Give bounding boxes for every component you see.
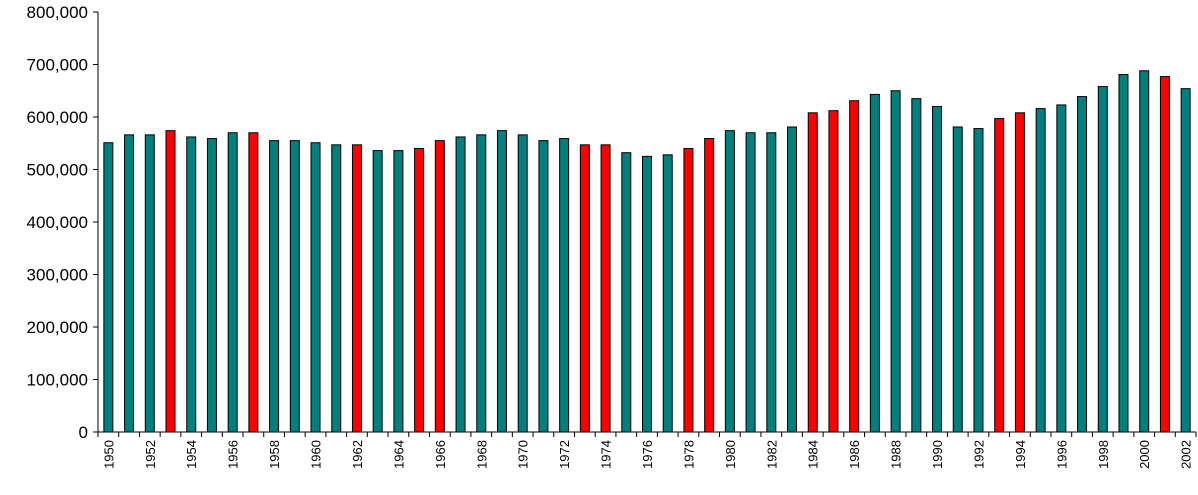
bar-1974 bbox=[600, 144, 611, 433]
x-tick-label: 1974 bbox=[599, 440, 614, 469]
x-tick-label: 1964 bbox=[391, 440, 406, 469]
bar-1979 bbox=[704, 138, 715, 433]
y-tick-label: 300,000 bbox=[27, 266, 88, 285]
bar-1977 bbox=[662, 154, 673, 433]
bar-1993 bbox=[994, 118, 1005, 433]
bar-2001 bbox=[1159, 76, 1170, 433]
bar-1960 bbox=[310, 142, 321, 433]
y-tick-label: 100,000 bbox=[27, 371, 88, 390]
bar-1985 bbox=[828, 110, 839, 433]
bar-1959 bbox=[289, 140, 300, 433]
x-tick-label: 1982 bbox=[764, 440, 779, 469]
bar-1991 bbox=[952, 126, 963, 433]
bar-1984 bbox=[807, 112, 818, 433]
bar-1970 bbox=[517, 134, 528, 433]
bar-1968 bbox=[476, 134, 487, 433]
bar-1964 bbox=[393, 150, 404, 433]
bar-1975 bbox=[621, 152, 632, 433]
bar-1976 bbox=[642, 155, 652, 433]
x-tick-label: 1956 bbox=[226, 440, 241, 469]
x-axis: 1950 1952 1954 1956 1958 1960 1962 1964 1966 1968… bbox=[97, 431, 1197, 469]
bar-1951 bbox=[124, 134, 135, 433]
bar-1958 bbox=[269, 140, 280, 433]
bar-1956 bbox=[227, 132, 238, 433]
bar-1965 bbox=[414, 148, 425, 433]
x-tick-label: 1992 bbox=[971, 440, 986, 469]
x-tick-label: 2002 bbox=[1179, 440, 1194, 469]
x-tick-label: 1994 bbox=[1013, 440, 1028, 469]
x-tick-label: 1978 bbox=[681, 440, 696, 469]
bar-1950 bbox=[103, 142, 114, 433]
bars bbox=[103, 70, 1191, 433]
bar-1963 bbox=[372, 150, 383, 433]
x-tick-label: 1968 bbox=[474, 440, 489, 469]
bar-1988 bbox=[890, 90, 901, 433]
y-tick-label: 400,000 bbox=[27, 213, 88, 232]
bar-1992 bbox=[973, 128, 984, 433]
x-tick-label: 1988 bbox=[889, 440, 904, 469]
bar-1997 bbox=[1077, 96, 1088, 433]
bar-1953 bbox=[165, 130, 176, 433]
bar-1990 bbox=[932, 106, 943, 433]
x-tick-label: 1976 bbox=[640, 440, 655, 469]
x-tick-label: 1980 bbox=[723, 440, 738, 469]
bar-1995 bbox=[1035, 108, 1046, 433]
bar-1954 bbox=[186, 136, 197, 433]
bar-1994 bbox=[1014, 112, 1025, 433]
bar-1955 bbox=[206, 138, 217, 433]
x-tick-label: 1986 bbox=[847, 440, 862, 469]
bar-1973 bbox=[579, 144, 590, 433]
x-tick-label: 1958 bbox=[267, 440, 282, 469]
y-tick-label: 800,000 bbox=[27, 3, 88, 22]
bar-2002 bbox=[1180, 88, 1191, 433]
bar-1971 bbox=[538, 140, 549, 433]
bar-1996 bbox=[1056, 104, 1067, 433]
x-tick-label: 1970 bbox=[516, 440, 531, 469]
bar-1967 bbox=[455, 136, 466, 433]
bar-1980 bbox=[724, 130, 735, 433]
y-tick-label: 600,000 bbox=[27, 108, 88, 127]
bar-1966 bbox=[434, 140, 445, 433]
bar-1972 bbox=[559, 138, 570, 433]
bar-1952 bbox=[144, 134, 155, 433]
x-tick-label: 1954 bbox=[184, 440, 199, 469]
bar-1998 bbox=[1097, 86, 1108, 433]
x-tick-label: 1990 bbox=[930, 440, 945, 469]
bar-1983 bbox=[787, 126, 798, 433]
x-tick-label: 1972 bbox=[557, 440, 572, 469]
x-tick-label: 1966 bbox=[433, 440, 448, 469]
bar-2000 bbox=[1139, 70, 1150, 433]
bar-1978 bbox=[683, 148, 694, 433]
x-tick-label: 1998 bbox=[1096, 440, 1111, 469]
x-tick-label: 1962 bbox=[350, 440, 365, 469]
x-tick-label: 1960 bbox=[309, 440, 324, 469]
bar-1999 bbox=[1118, 73, 1129, 433]
x-tick-label: 1984 bbox=[806, 440, 821, 469]
bar-1989 bbox=[911, 98, 922, 433]
x-tick-label: 1952 bbox=[143, 440, 158, 469]
bar-1981 bbox=[745, 132, 756, 433]
x-tick-label: 1996 bbox=[1054, 440, 1069, 469]
bar-1987 bbox=[869, 93, 880, 433]
bar-1957 bbox=[248, 132, 259, 433]
y-tick-label: 500,000 bbox=[27, 161, 88, 180]
bar-1961 bbox=[331, 144, 342, 433]
bar-1969 bbox=[496, 130, 507, 433]
y-tick-label: 0 bbox=[79, 423, 88, 442]
x-tick-label: 1950 bbox=[101, 440, 116, 469]
bar-1986 bbox=[849, 100, 860, 433]
x-tick-label: 2000 bbox=[1137, 440, 1152, 469]
y-axis: 0 100,000 200,000 300,000 400,000 500,000 600,… bbox=[27, 3, 99, 442]
bar-1982 bbox=[766, 132, 777, 433]
y-tick-label: 700,000 bbox=[27, 56, 88, 75]
bar-1962 bbox=[351, 144, 362, 433]
y-tick-label: 200,000 bbox=[27, 318, 88, 337]
